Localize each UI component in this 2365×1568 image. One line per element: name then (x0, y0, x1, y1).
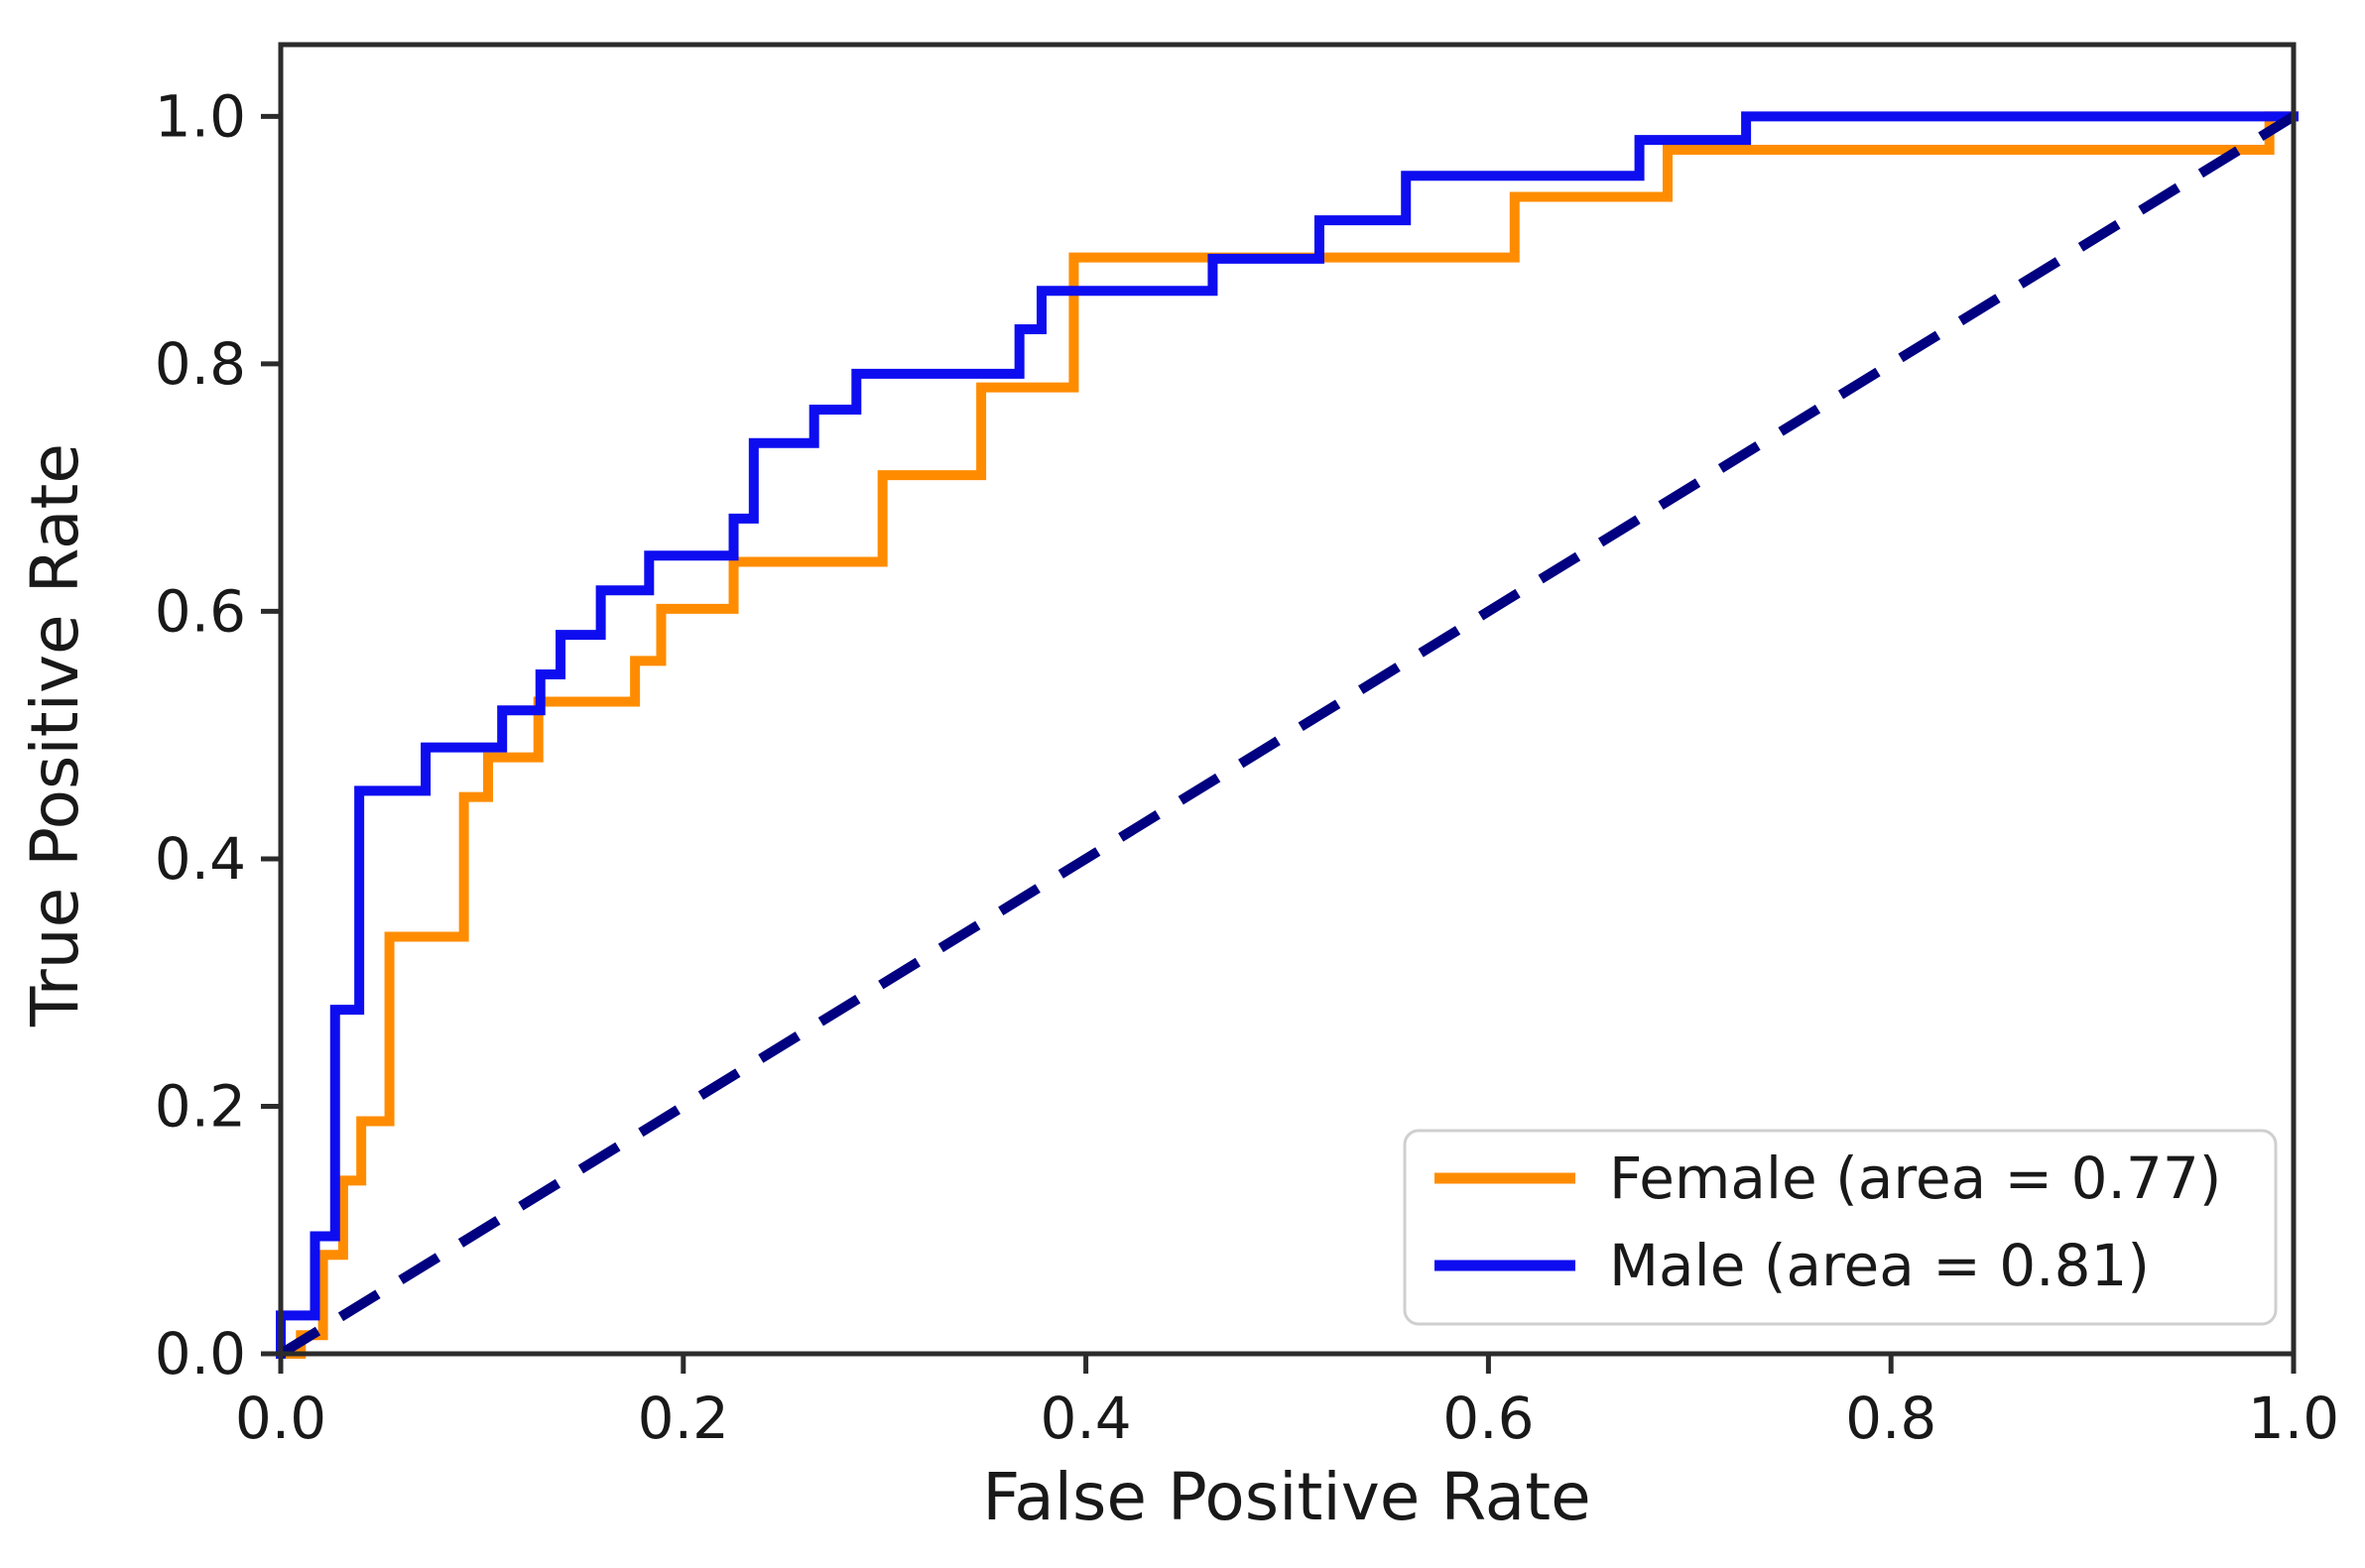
series-group (276, 111, 2299, 1359)
y-tick-label-1.0: 1.0 (155, 82, 246, 150)
ticks-group: 0.0 0.2 0.4 0.6 0.8 1.0 0.0 0.2 0.4 0.6 0.8 1.0 (155, 82, 2339, 1452)
x-tick-label-0.8: 0.8 (1845, 1385, 1936, 1452)
male-roc-line (276, 111, 2299, 1359)
chance-diagonal-line (278, 112, 2297, 1359)
x-tick-label-0.2: 0.2 (638, 1385, 729, 1452)
legend: Female (area = 0.77) Male (area = 0.81) (1403, 1129, 2278, 1326)
x-axis-label: False Positive Rate (982, 1459, 1590, 1535)
y-tick-label-0.8: 0.8 (155, 330, 246, 398)
x-tick-label-0.4: 0.4 (1040, 1385, 1131, 1452)
female-roc-line (276, 111, 2299, 1359)
y-axis-label: True Positive Rate (17, 443, 93, 1027)
x-tick-label-0.6: 0.6 (1442, 1385, 1534, 1452)
y-tick-label-0.6: 0.6 (155, 577, 246, 645)
x-tick-label-1.0: 1.0 (2248, 1385, 2339, 1452)
x-tick-label-0.0: 0.0 (235, 1385, 326, 1452)
legend-label-female: Female (area = 0.77) (1609, 1145, 2221, 1212)
y-tick-label-0.4: 0.4 (155, 825, 246, 893)
y-tick-label-0.0: 0.0 (155, 1320, 246, 1387)
legend-box (1403, 1129, 2278, 1326)
y-tick-label-0.2: 0.2 (155, 1072, 246, 1140)
legend-label-male: Male (area = 0.81) (1609, 1232, 2150, 1299)
axes-spines (278, 42, 2297, 1357)
